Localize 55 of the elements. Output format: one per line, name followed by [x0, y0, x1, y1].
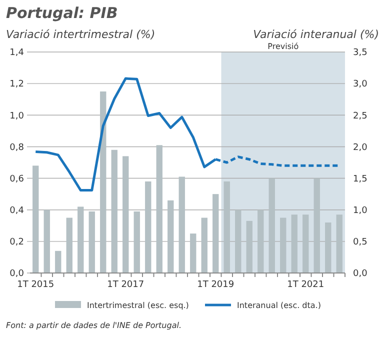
bar: [156, 145, 162, 273]
bar: [246, 220, 252, 273]
bar: [66, 218, 72, 273]
y2-tick-label: 2,5: [353, 111, 368, 122]
x-tick-label: 1T 2021: [287, 280, 324, 290]
bar: [268, 178, 275, 273]
bar: [190, 234, 196, 273]
y-tick-label: 0,6: [10, 174, 24, 184]
bar: [201, 218, 208, 273]
y2-tick-label: 1,0: [353, 206, 368, 216]
bar: [325, 222, 332, 273]
y-axis-title: Variació intertrimestral (%): [6, 28, 156, 41]
y2-tick-label: 0,0: [353, 269, 368, 280]
bar: [336, 214, 342, 273]
bar: [314, 178, 320, 273]
y-tick-label: 0,8: [10, 142, 24, 153]
y2-tick-label: 0,5: [353, 238, 368, 248]
y2-tick-label: 3,0: [353, 80, 368, 90]
bar: [235, 210, 242, 273]
y-tick-label: 0,0: [10, 269, 24, 280]
x-tick-label: 1T 2019: [197, 280, 234, 290]
y-tick-label: 1,4: [10, 48, 24, 58]
y-tick-label: 0,4: [10, 206, 24, 216]
y2-axis-title: Variació interanual (%): [253, 28, 379, 41]
bar: [224, 181, 230, 273]
bar: [111, 150, 118, 273]
y-tick-label: 1,2: [10, 80, 24, 90]
bar: [258, 210, 264, 273]
bar: [44, 210, 50, 273]
y2-tick-label: 2,0: [353, 142, 368, 153]
y-tick-label: 1,0: [10, 111, 24, 122]
y2-tick-label: 1,5: [353, 174, 368, 184]
text: Font: a partir de dades de l'INE de Portugal.: [6, 321, 182, 330]
bar: [88, 211, 95, 273]
x-tick-label: 1T 2017: [107, 280, 144, 290]
bar: [212, 194, 219, 273]
text: Previsió: [268, 42, 299, 51]
y-tick-label: 0,2: [10, 238, 24, 248]
bar: [122, 156, 129, 273]
bar: [280, 218, 286, 273]
bar: [134, 211, 140, 273]
bar: [78, 206, 84, 273]
bar: [55, 250, 62, 273]
bar: [100, 91, 106, 273]
bar: [302, 214, 309, 273]
chart-title: Portugal: PIB: [6, 4, 118, 22]
bar: [178, 176, 185, 273]
y2-tick-label: 3,5: [353, 48, 368, 58]
bar: [145, 181, 152, 273]
bar: [291, 214, 298, 273]
x-tick-label: 1T 2015: [17, 280, 54, 290]
legend-label: Intertrimestral (esc. esq.): [87, 300, 189, 310]
bar: [32, 166, 39, 273]
bar: [168, 200, 174, 273]
legend-label: Interanual (esc. dta.): [237, 300, 321, 310]
